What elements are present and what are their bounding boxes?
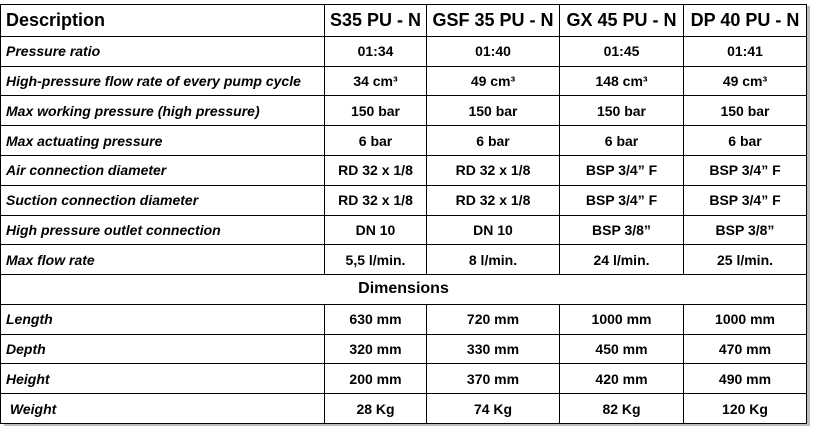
cell-value: 6 bar [683, 125, 807, 156]
cell-value: DN 10 [324, 214, 427, 246]
cell-value: BSP 3/8” [559, 214, 684, 246]
table-row: High-pressure flow rate of every pump cy… [0, 65, 807, 97]
cell-value: 34 cm³ [324, 65, 427, 97]
cell-value: BSP 3/8” [683, 214, 807, 246]
table-row: Weight 28 Kg 74 Kg 82 Kg 120 Kg [0, 393, 807, 424]
cell-value: 200 mm [324, 363, 427, 395]
cell-value: 5,5 l/min. [324, 244, 427, 276]
row-label: Max flow rate [0, 244, 325, 276]
row-label: Depth [0, 333, 325, 365]
cell-value: 450 mm [559, 333, 684, 365]
row-label: Air connection diameter [0, 154, 325, 186]
table-row: Pressure ratio 01:34 01:40 01:45 01:41 [0, 35, 807, 67]
cell-value: RD 32 x 1/8 [324, 184, 427, 216]
header-model-s35: S35 PU - N [324, 4, 427, 37]
row-label: Max actuating pressure [0, 125, 325, 156]
cell-value: 49 cm³ [426, 65, 560, 97]
dimensions-title: Dimensions [0, 274, 807, 305]
table-row: Max actuating pressure 6 bar 6 bar 6 bar… [0, 125, 807, 156]
row-label: High-pressure flow rate of every pump cy… [0, 65, 325, 97]
header-model-gsf35: GSF 35 PU - N [426, 4, 560, 37]
cell-value: 74 Kg [426, 393, 560, 424]
cell-value: 6 bar [426, 125, 560, 156]
cell-value: 150 bar [324, 95, 427, 127]
table-row: Depth 320 mm 330 mm 450 mm 470 mm [0, 333, 807, 365]
cell-value: 320 mm [324, 333, 427, 365]
cell-value: RD 32 x 1/8 [324, 154, 427, 186]
table-row: Max working pressure (high pressure) 150… [0, 95, 807, 127]
table-row: Air connection diameter RD 32 x 1/8 RD 3… [0, 154, 807, 186]
table-row: Max flow rate 5,5 l/min. 8 l/min. 24 l/m… [0, 244, 807, 276]
cell-value: 150 bar [559, 95, 684, 127]
cell-value: DN 10 [426, 214, 560, 246]
cell-value: 01:45 [559, 35, 684, 67]
cell-value: RD 32 x 1/8 [426, 154, 560, 186]
cell-value: 82 Kg [559, 393, 684, 424]
cell-value: 01:41 [683, 35, 807, 67]
cell-value: 1000 mm [683, 303, 807, 335]
table-row: Suction connection diameter RD 32 x 1/8 … [0, 184, 807, 216]
cell-value: BSP 3/4” F [559, 184, 684, 216]
cell-value: 49 cm³ [683, 65, 807, 97]
cell-value: 8 l/min. [426, 244, 560, 276]
table-row: Height 200 mm 370 mm 420 mm 490 mm [0, 363, 807, 395]
table-row: High pressure outlet connection DN 10 DN… [0, 214, 807, 246]
cell-value: 420 mm [559, 363, 684, 395]
cell-value: 01:40 [426, 35, 560, 67]
cell-value: RD 32 x 1/8 [426, 184, 560, 216]
row-label: Length [0, 303, 325, 335]
row-label: Suction connection diameter [0, 184, 325, 216]
dimensions-section-row: Dimensions [0, 274, 807, 305]
row-label: Height [0, 363, 325, 395]
header-model-gx45: GX 45 PU - N [559, 4, 684, 37]
cell-value: 490 mm [683, 363, 807, 395]
cell-value: 470 mm [683, 333, 807, 365]
cell-value: 120 Kg [683, 393, 807, 424]
specification-table: Description S35 PU - N GSF 35 PU - N GX … [0, 4, 807, 424]
cell-value: 330 mm [426, 333, 560, 365]
row-label: High pressure outlet connection [0, 214, 325, 246]
cell-value: 150 bar [426, 95, 560, 127]
cell-value: 1000 mm [559, 303, 684, 335]
cell-value: 6 bar [559, 125, 684, 156]
cell-value: 28 Kg [324, 393, 427, 424]
cell-value: 01:34 [324, 35, 427, 67]
cell-value: 150 bar [683, 95, 807, 127]
cell-value: BSP 3/4” F [683, 184, 807, 216]
cell-value: 25 l/min. [683, 244, 807, 276]
row-label: Weight [0, 393, 325, 424]
cell-value: 24 l/min. [559, 244, 684, 276]
cell-value: BSP 3/4” F [683, 154, 807, 186]
table-header-row: Description S35 PU - N GSF 35 PU - N GX … [0, 4, 807, 37]
cell-value: BSP 3/4” F [559, 154, 684, 186]
cell-value: 148 cm³ [559, 65, 684, 97]
row-label: Max working pressure (high pressure) [0, 95, 325, 127]
cell-value: 370 mm [426, 363, 560, 395]
header-model-dp40: DP 40 PU - N [683, 4, 807, 37]
table-row: Length 630 mm 720 mm 1000 mm 1000 mm [0, 303, 807, 335]
row-label: Pressure ratio [0, 35, 325, 67]
header-description: Description [0, 4, 325, 37]
cell-value: 720 mm [426, 303, 560, 335]
cell-value: 630 mm [324, 303, 427, 335]
cell-value: 6 bar [324, 125, 427, 156]
